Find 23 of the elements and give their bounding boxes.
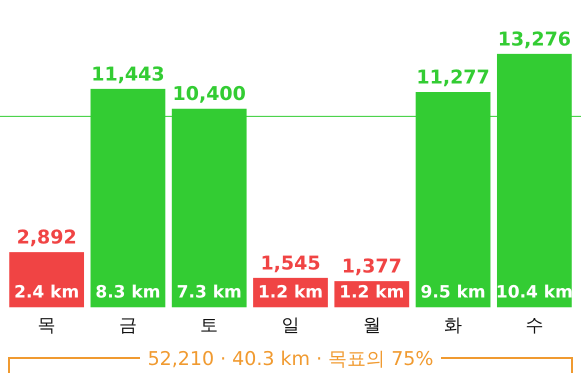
x-tick-label: 일 <box>282 314 300 336</box>
data-label: 1,545 <box>260 252 321 274</box>
annotation: 1.2 km <box>339 282 404 302</box>
text: 52,210 · 40.3 km · 목표의 75% <box>146 347 434 372</box>
annotation: 1.2 km <box>258 282 324 302</box>
x-tick-label: 토 <box>200 314 218 336</box>
data-label: 11,277 <box>416 66 490 88</box>
x-tick-label: 화 <box>444 314 462 336</box>
x-tick-label: 목 <box>38 314 56 336</box>
annotation: 7.3 km <box>176 282 242 302</box>
annotation: 2.4 km <box>14 282 80 302</box>
x-tick-label: 월 <box>362 314 381 336</box>
bar <box>9 252 84 308</box>
data-label: 11,443 <box>91 63 165 86</box>
annotation: 9.5 km <box>420 282 486 302</box>
x-tick-label: 금 <box>118 314 137 336</box>
annotation: 10.4 km <box>496 282 573 302</box>
annotation: 8.3 km <box>95 282 160 302</box>
data-label: 13,276 <box>498 28 572 50</box>
data-label: 2,892 <box>16 226 77 249</box>
data-label: 10,400 <box>172 83 246 106</box>
x-tick-label: 수 <box>525 314 544 336</box>
data-label: 1,377 <box>342 256 402 278</box>
